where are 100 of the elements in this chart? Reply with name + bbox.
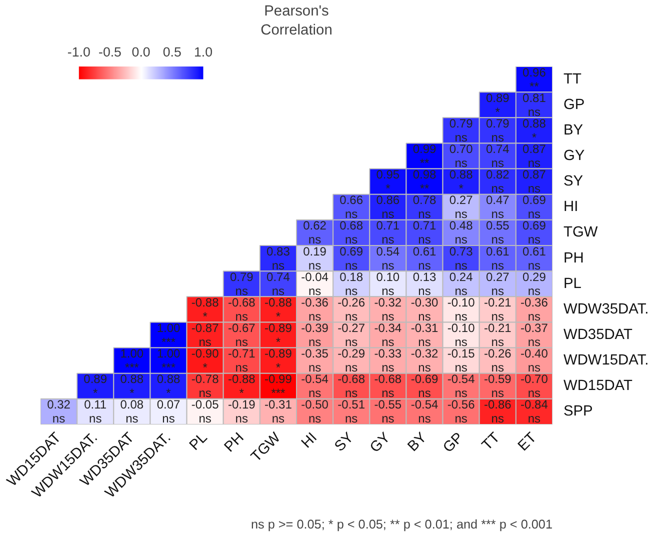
data-label: 0.62 ns xyxy=(303,218,327,247)
data-label: -0.21 ns xyxy=(484,321,512,349)
data-label: 0.70 ns xyxy=(449,142,474,170)
data-label: 0.86 ns xyxy=(376,193,400,222)
x-tick-label: HI xyxy=(298,430,320,452)
data-label: -0.68 ns xyxy=(338,372,366,400)
x-tick-label: ET xyxy=(515,430,540,454)
data-label: -0.26 ns xyxy=(338,295,366,324)
y-tick-label: SPP xyxy=(564,404,593,420)
data-label: -0.40 ns xyxy=(520,346,548,375)
data-label: 0.27 ns xyxy=(486,270,510,298)
data-label: -0.68 ns xyxy=(374,372,402,400)
data-label: -0.32 ns xyxy=(374,295,402,324)
data-label: 0.88 * xyxy=(156,372,181,400)
y-tick-label: PH xyxy=(564,250,584,266)
x-tick-label: BY xyxy=(405,430,430,455)
data-label: -0.70 ns xyxy=(520,372,548,400)
data-label: 0.61 ns xyxy=(412,244,437,272)
color-bar-label: -0.5 xyxy=(98,44,122,60)
data-label: 0.69 ns xyxy=(522,193,546,222)
data-label: -0.29 ns xyxy=(338,346,366,375)
data-label: -0.31 ns xyxy=(410,321,438,349)
data-label: 0.66 ns xyxy=(340,193,364,222)
data-label: -0.54 ns xyxy=(410,398,438,426)
color-bar-label: 0.0 xyxy=(132,44,150,60)
y-tick-label: WD35DAT xyxy=(564,327,632,343)
data-label: -0.51 ns xyxy=(338,398,366,426)
data-label: 0.79 ns xyxy=(486,116,510,144)
data-label: -0.90 * xyxy=(191,346,220,375)
data-label: 0.83 ns xyxy=(266,244,290,272)
data-label: -0.32 ns xyxy=(410,346,438,375)
data-label: 0.78 ns xyxy=(412,193,437,222)
data-label: 0.08 ns xyxy=(120,398,144,426)
data-label: 0.69 ns xyxy=(340,244,364,272)
data-label: -0.34 ns xyxy=(374,321,402,349)
y-tick-label: WDW15DAT. xyxy=(564,352,649,369)
data-label: 0.81 ns xyxy=(522,90,546,119)
data-label: -0.26 ns xyxy=(484,346,512,375)
data-label: -0.37 ns xyxy=(520,321,548,349)
data-label: -0.86 ns xyxy=(484,398,512,426)
color-bar-label: -1.0 xyxy=(67,44,90,60)
data-label: -0.27 ns xyxy=(338,321,366,349)
data-label: 0.87 ns xyxy=(522,168,546,196)
y-tick-label: SY xyxy=(564,174,584,190)
data-label: 0.89 * xyxy=(486,90,510,119)
y-tick-label: WDW35DAT. xyxy=(564,301,649,318)
data-label: 0.19 ns xyxy=(303,244,327,272)
data-label: -0.55 ns xyxy=(374,398,402,426)
data-label: -0.15 ns xyxy=(447,346,476,375)
y-tick-label: TT xyxy=(564,71,582,88)
data-label: -0.99 *** xyxy=(264,372,292,400)
data-label: -0.84 ns xyxy=(520,398,548,426)
data-label: -0.30 ns xyxy=(410,295,438,324)
data-label: -0.88 * xyxy=(191,295,220,324)
data-label: -0.59 ns xyxy=(484,372,512,400)
data-label: -0.89 * xyxy=(264,321,292,349)
data-label: -0.19 ns xyxy=(228,398,256,426)
data-label: 0.27 ns xyxy=(449,193,474,222)
data-label: 0.61 ns xyxy=(522,244,546,272)
y-tick-label: GY xyxy=(564,148,585,164)
data-label: 0.88 * xyxy=(522,116,546,144)
color-bar-title: Pearson's Correlation xyxy=(260,3,332,38)
data-label: 0.13 ns xyxy=(412,270,437,298)
data-label: 0.29 ns xyxy=(522,270,546,298)
data-label: 0.71 ns xyxy=(376,218,400,247)
data-label: -0.54 ns xyxy=(447,372,476,400)
data-label: 1.00 *** xyxy=(156,346,181,375)
y-tick-label: WD15DAT xyxy=(564,378,632,394)
data-label: 0.88 * xyxy=(449,168,474,196)
x-tick-label: PH xyxy=(222,430,248,456)
data-label: -0.10 ns xyxy=(447,321,476,349)
data-label: 0.74 ns xyxy=(266,270,290,298)
data-label: -0.88 * xyxy=(228,372,256,400)
data-label: 0.24 ns xyxy=(449,270,474,298)
data-label: 0.74 ns xyxy=(486,142,510,170)
data-label: -0.04 ns xyxy=(301,270,329,298)
data-label: 0.82 ns xyxy=(486,168,510,196)
data-label: 0.95 * xyxy=(376,168,400,196)
data-label: 0.99 ** xyxy=(412,142,437,170)
data-label: 0.73 ns xyxy=(449,244,474,272)
data-label: 0.55 ns xyxy=(486,218,510,247)
data-label: 0.10 ns xyxy=(376,270,400,298)
y-tick-label: GP xyxy=(564,96,585,113)
data-label: -0.89 * xyxy=(264,346,292,375)
data-label: 0.32 ns xyxy=(47,398,71,426)
x-tick-label: TT xyxy=(479,430,504,454)
data-label: -0.50 ns xyxy=(301,398,329,426)
data-label: -0.31 ns xyxy=(264,398,292,426)
y-tick-label: BY xyxy=(564,122,584,138)
data-label: -0.67 ns xyxy=(228,321,256,349)
data-label: 0.47 ns xyxy=(486,193,510,222)
data-label: -0.69 ns xyxy=(410,372,438,400)
data-label: -0.68 ns xyxy=(228,295,256,324)
data-label: 0.48 ns xyxy=(449,218,474,247)
data-label: 0.79 ns xyxy=(230,270,254,298)
data-label: -0.88 * xyxy=(264,295,292,324)
data-label: 1.00 *** xyxy=(156,321,181,349)
data-label: 0.71 ns xyxy=(412,218,437,247)
data-label: 0.96 ** xyxy=(522,65,546,94)
data-label: -0.33 ns xyxy=(374,346,402,375)
